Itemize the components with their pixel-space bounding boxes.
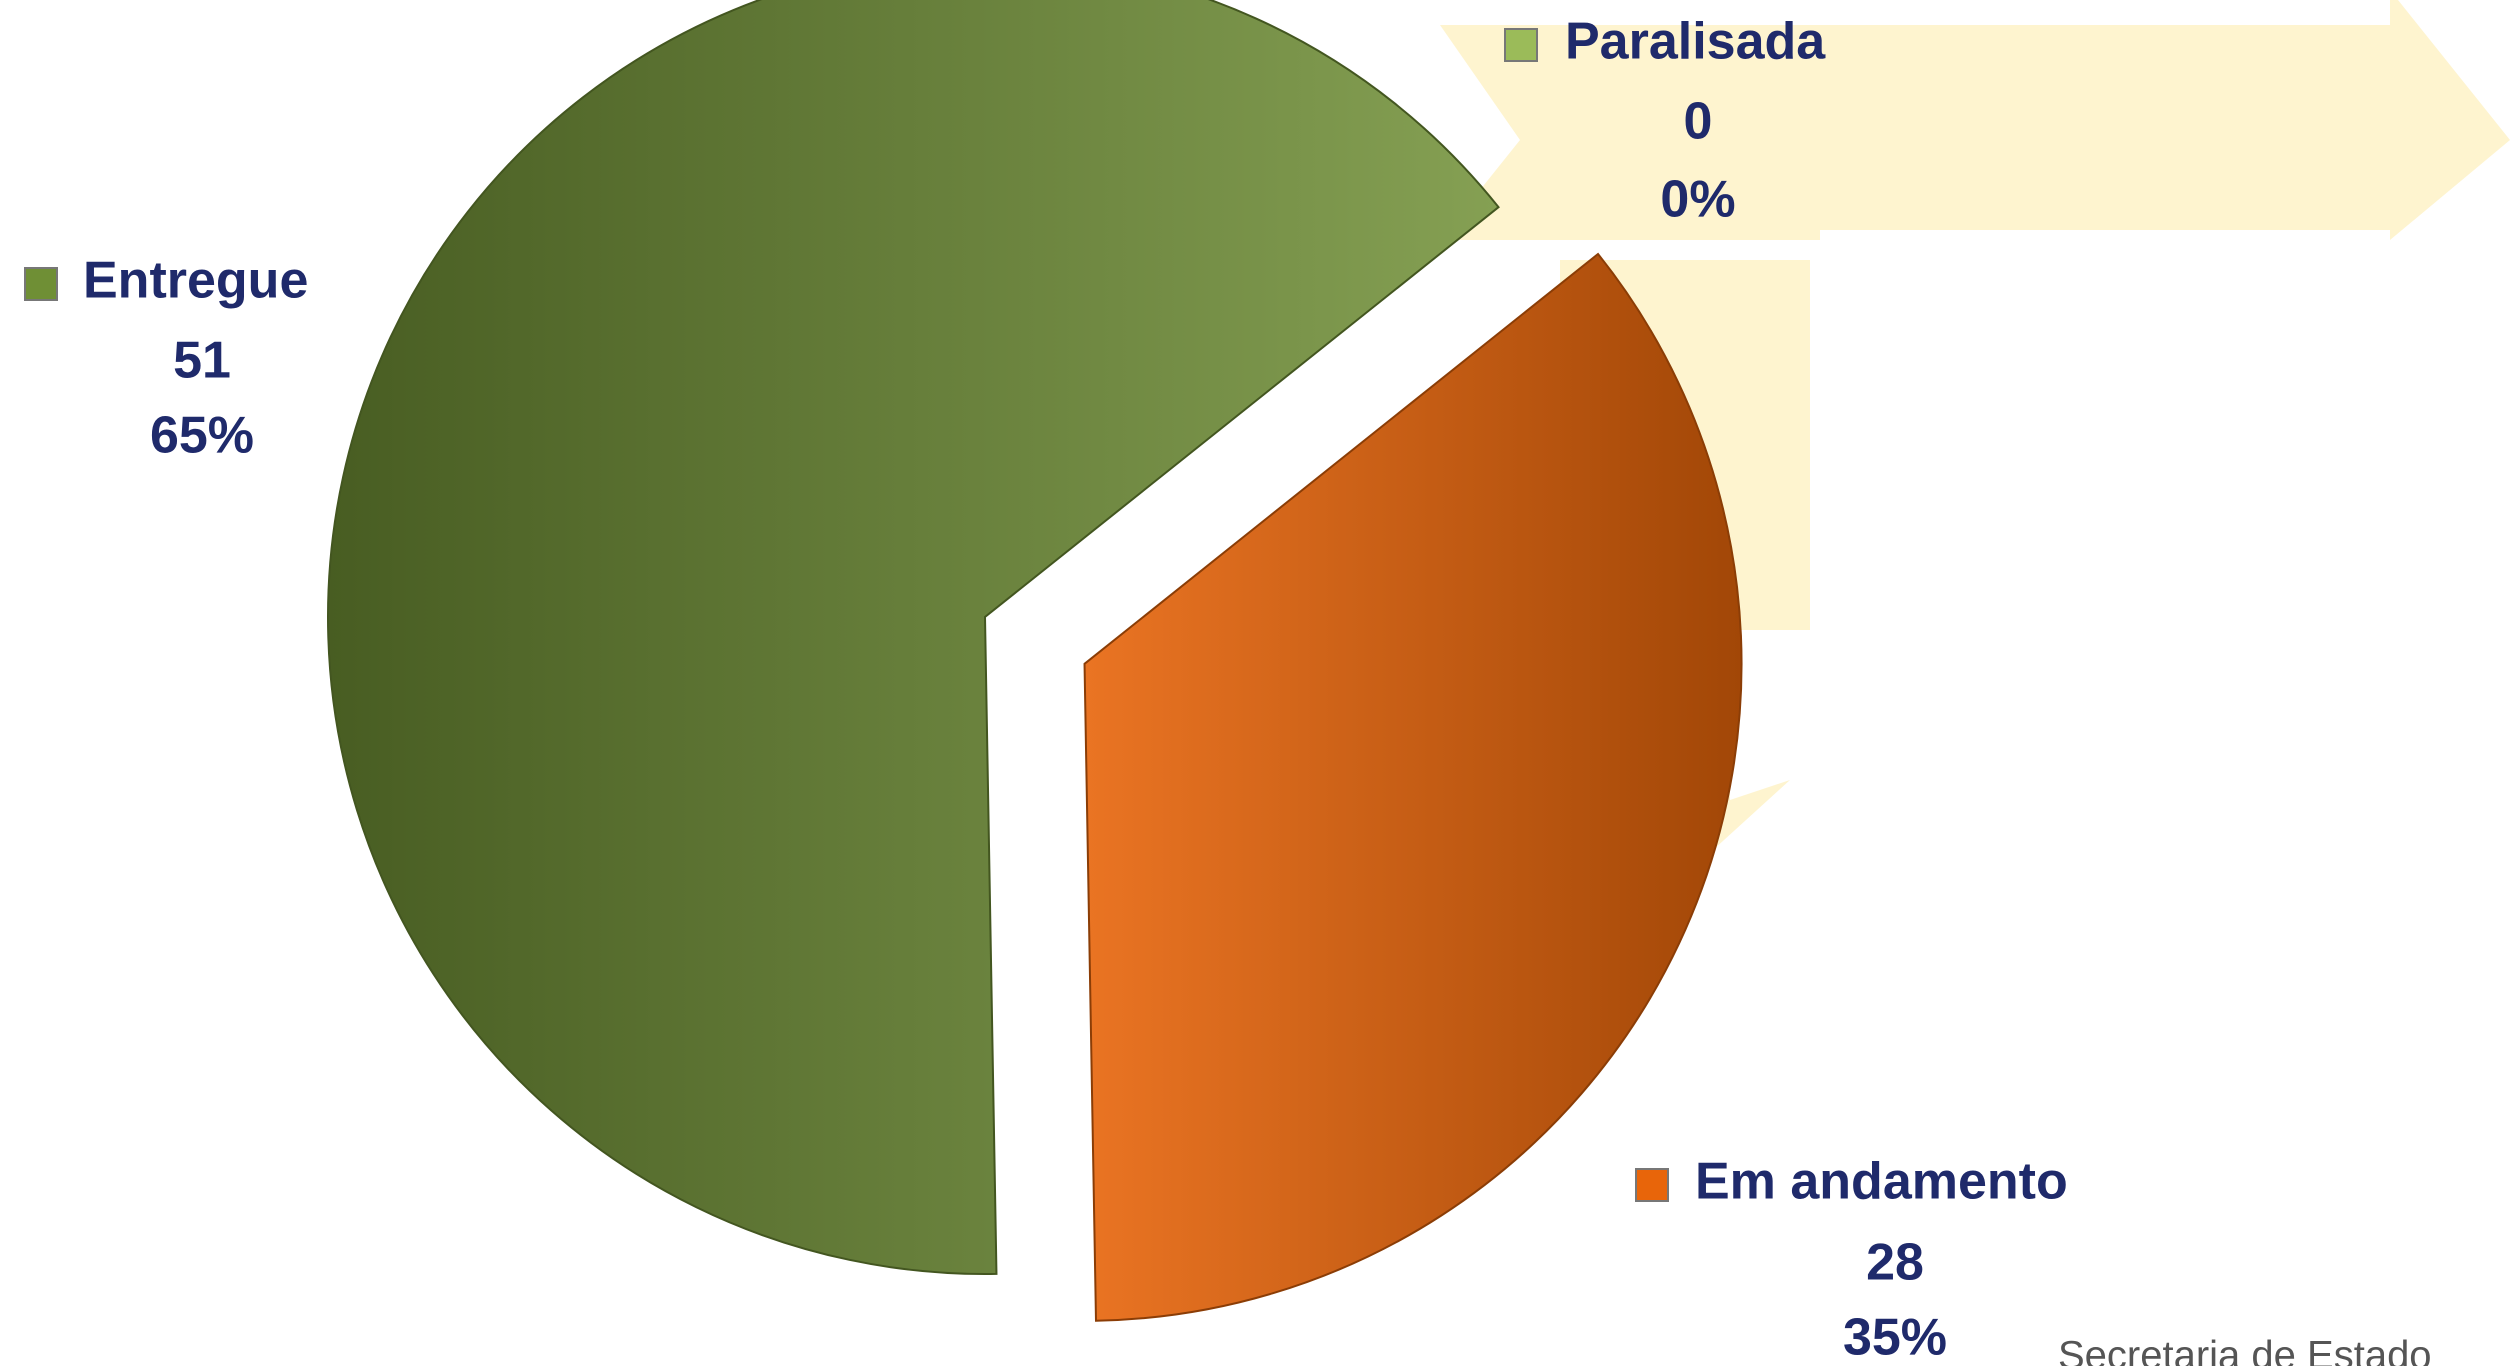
- pie-slice: [1083, 252, 1743, 1322]
- legend-swatch: [1504, 28, 1538, 62]
- value-label: 51: [173, 332, 231, 390]
- value-label: 0: [1684, 93, 1713, 151]
- pie-slice: [327, 0, 1500, 1275]
- category-label: Em andamento: [1695, 1153, 2068, 1211]
- percent-label: 35%: [1843, 1309, 1947, 1366]
- percent-label: 0%: [1660, 171, 1735, 229]
- category-label: Paralisada: [1565, 13, 1826, 71]
- category-label: Entregue: [83, 252, 308, 310]
- value-label: 28: [1866, 1234, 1924, 1292]
- legend-swatch: [24, 267, 58, 301]
- percent-label: 65%: [150, 407, 254, 465]
- legend-swatch: [1635, 1168, 1669, 1202]
- bg-arrow: [1440, 0, 2510, 240]
- footer: Secretaria de Estado: [2058, 1334, 2432, 1366]
